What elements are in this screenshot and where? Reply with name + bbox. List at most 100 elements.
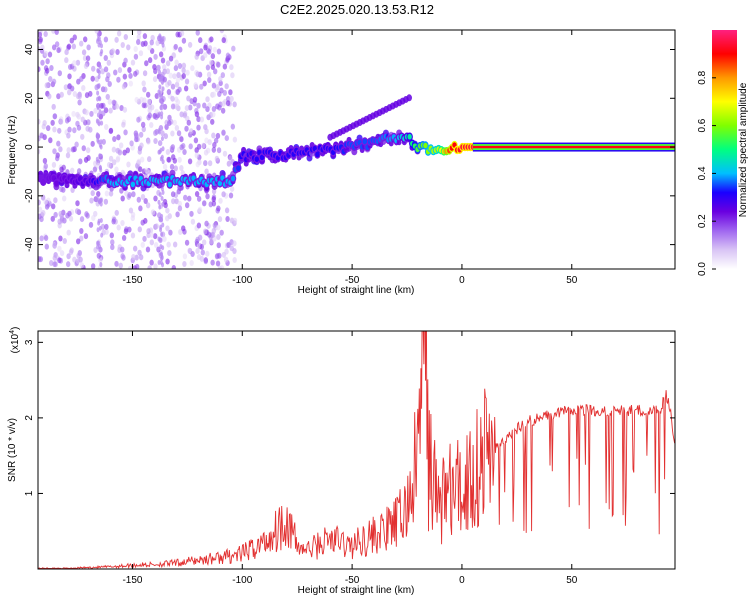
spectrogram-branch-point — [406, 94, 413, 102]
spectrogram-noise-point — [203, 44, 208, 51]
spectrogram-noise-point — [211, 111, 216, 118]
top-ytick-label: -20 — [24, 188, 35, 203]
bottom-x-axis-label: Height of straight line (km) — [298, 585, 415, 596]
spectrogram-noise-point — [223, 256, 229, 263]
spectrogram-noise-point — [51, 103, 56, 110]
spectrogram-noise-point — [101, 110, 106, 117]
spectrogram-noise-point — [153, 195, 158, 202]
spectrogram-frame — [37, 29, 676, 270]
spectrogram-streak-point — [157, 236, 161, 242]
spectrogram-noise-point — [224, 207, 230, 214]
spectrogram-noise-point — [187, 41, 193, 48]
spectrogram-noise-point — [144, 60, 149, 67]
spectrogram-noise-point — [47, 93, 52, 100]
spectrogram-noise-point — [156, 64, 161, 71]
spectrogram-noise-point — [150, 209, 156, 216]
spectrogram-noise-point — [71, 43, 77, 50]
spectrogram-noise-point — [104, 223, 109, 230]
spectrogram-noise-point — [103, 66, 109, 73]
spectrogram-streak-point — [99, 167, 103, 173]
snr-frame — [37, 330, 676, 570]
spectrogram-streak-point — [98, 153, 102, 159]
spectrogram-noise-point — [55, 155, 60, 162]
spectrogram-noise-point — [190, 218, 196, 225]
spectrogram-noise-point — [85, 55, 91, 62]
spectrogram-noise-point — [54, 30, 59, 35]
spectrogram-noise-point — [93, 160, 98, 167]
spectrogram-noise-point — [67, 73, 72, 80]
spectrogram-noise-point — [107, 80, 112, 87]
spectrogram-noise-point — [149, 259, 154, 266]
spectrogram-noise-point — [44, 82, 49, 89]
spectrogram-noise-point — [51, 161, 57, 168]
spectrogram-noise-point — [114, 260, 119, 267]
spectrogram-noise-point — [76, 124, 82, 131]
spectrogram-noise-point — [152, 76, 158, 83]
spectrogram-noise-point — [218, 197, 223, 204]
spectrogram-streak-point — [97, 95, 101, 101]
spectrogram-noise-point — [165, 60, 171, 67]
spectrogram-noise-point — [196, 116, 201, 123]
spectrogram-streak-point — [160, 136, 164, 142]
spectrogram-noise-point — [187, 158, 193, 165]
spectrogram-noise-point — [221, 251, 227, 258]
spectrogram-noise-point — [147, 107, 152, 114]
spectrogram-noise-point — [187, 195, 192, 202]
spectrogram-noise-point — [121, 234, 127, 241]
spectrogram-noise-point — [171, 265, 177, 269]
spectrogram-noise-point — [184, 125, 189, 132]
spectrogram-streak-point — [158, 33, 162, 39]
spectrogram-noise-point — [140, 194, 146, 201]
spectrogram-ridge-point — [41, 179, 46, 185]
spectrogram-noise-point — [189, 260, 194, 267]
spectrogram-noise-point — [53, 197, 58, 204]
top-ytick-label: 40 — [24, 44, 35, 56]
spectrogram-noise-point — [182, 260, 187, 267]
spectrogram-noise-point — [136, 158, 142, 165]
spectrogram-noise-point — [70, 187, 75, 194]
spectrogram-noise-point — [216, 242, 221, 249]
spectrogram-noise-point — [120, 195, 125, 202]
spectrogram-streak-point — [160, 111, 164, 117]
bottom-ytick-label: 3 — [24, 339, 35, 345]
spectrogram-noise-point — [162, 64, 167, 71]
spectrogram-noise-point — [166, 89, 172, 96]
spectrogram-noise-point — [115, 48, 120, 55]
spectrogram-noise-point — [173, 43, 178, 50]
spectrogram-noise-point — [44, 203, 50, 210]
spectrogram-noise-point — [139, 142, 144, 149]
spectrogram-noise-point — [219, 265, 225, 269]
spectrogram-streak-point — [159, 224, 163, 230]
spectrogram-noise-point — [108, 190, 114, 197]
spectrogram-streak-point — [97, 139, 101, 145]
spectrogram-noise-point — [160, 57, 166, 64]
spectrogram-noise-point — [134, 263, 140, 269]
colorbar: 0.0 0.2 0.4 0.6 0.8 Normalized spectral ampl… — [697, 30, 749, 276]
spectrogram-noise-point — [226, 160, 232, 167]
spectrogram-noise-point — [65, 152, 71, 159]
spectrogram-noise-point — [202, 102, 207, 109]
spectrogram-noise-point — [162, 236, 167, 243]
spectrogram-noise-point — [205, 106, 210, 113]
spectrogram-noise-point — [154, 108, 159, 115]
spectrogram-noise-point — [58, 118, 64, 125]
spectrogram-noise-point — [70, 146, 76, 153]
spectrogram-ridge-point — [130, 181, 136, 188]
spectrogram-streak-point — [98, 109, 102, 115]
spectrogram-noise-point — [49, 64, 54, 71]
spectrogram-streak-point — [100, 232, 104, 238]
spectrogram-noise-point — [177, 200, 182, 207]
spectrogram-noise-point — [111, 146, 117, 153]
spectrogram-noise-point — [167, 79, 172, 86]
spectrogram-noise-point — [145, 246, 151, 253]
spectrogram-noise-point — [75, 59, 81, 66]
bottom-xtick-label: 50 — [566, 575, 578, 586]
spectrogram-noise-point — [184, 78, 190, 85]
spectrogram-noise-point — [199, 116, 205, 123]
spectrogram-noise-point — [89, 110, 94, 117]
spectrogram-ridge-point — [407, 133, 412, 140]
spectrogram-streak-point — [158, 204, 162, 210]
spectrogram-noise-point — [79, 262, 85, 269]
spectrogram-noise-point — [72, 127, 77, 134]
